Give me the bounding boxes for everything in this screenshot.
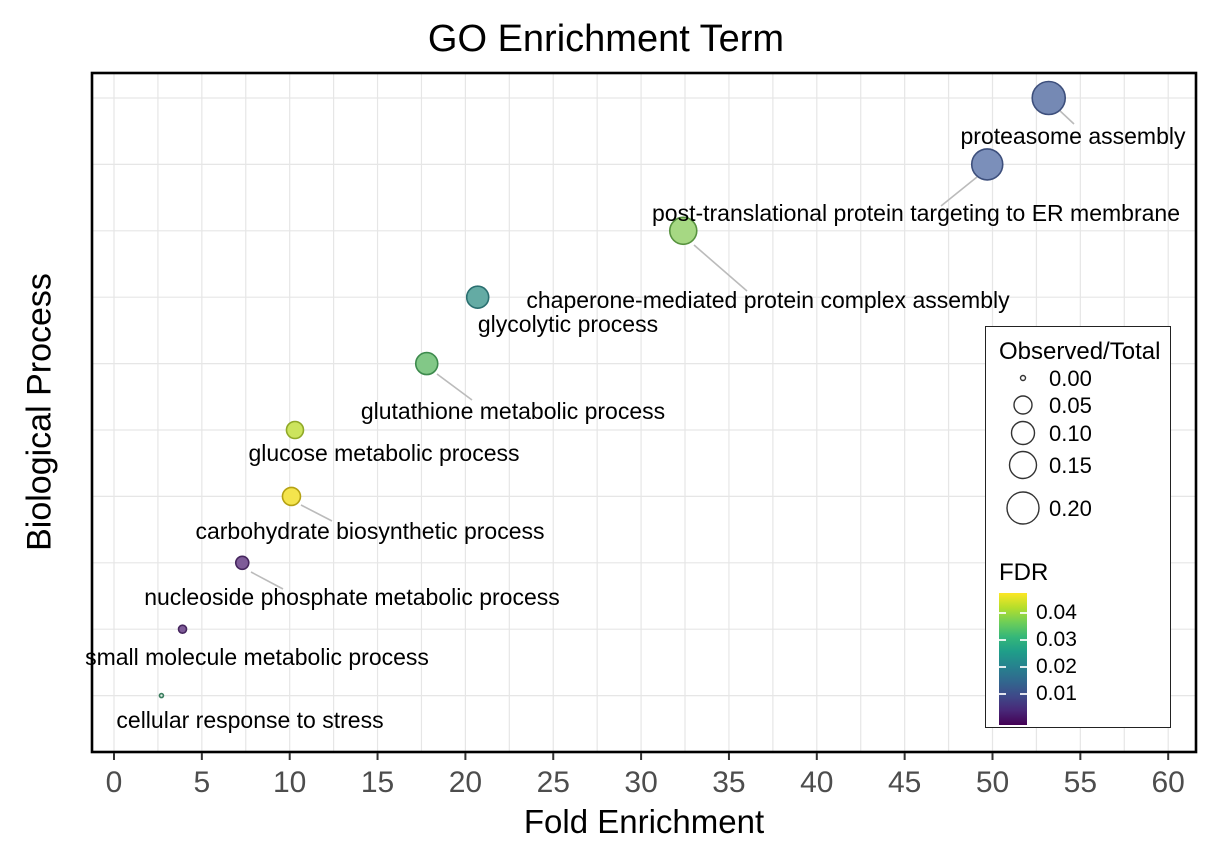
data-point [414, 351, 439, 376]
point-label: cellular response to stress [116, 707, 383, 733]
size-legend-title: Observed/Total [999, 338, 1161, 365]
label-leader-line [300, 504, 333, 522]
x-axis-title: Fold Enrichment [523, 803, 765, 840]
point-label: glucose metabolic process [248, 440, 519, 466]
fdr-tick-label: 0.01 [1036, 682, 1077, 705]
x-tick-label: 15 [361, 766, 394, 799]
fdr-tick-label: 0.02 [1036, 655, 1077, 678]
fdr-tick-mark [1020, 693, 1027, 695]
chart-title: GO Enrichment Term [427, 18, 785, 60]
label-leader-line [250, 571, 284, 590]
point-label: small molecule metabolic process [85, 644, 429, 670]
x-tick-label: 50 [976, 766, 1009, 799]
data-point [281, 486, 302, 507]
legend-size-circle [1010, 420, 1036, 446]
legend-size-circle [1019, 374, 1027, 382]
x-tick-label: 10 [273, 766, 306, 799]
fdr-gradient-bar [999, 593, 1027, 725]
data-point [177, 624, 188, 635]
label-leader-line [693, 244, 748, 292]
point-label: nucleoside phosphate metabolic process [144, 584, 560, 610]
legend-box: 0.00 0.05 0.10 0.15 0.20 Observed/Total FDR … [985, 326, 1171, 728]
label-leader-line [436, 373, 473, 401]
fdr-tick-mark [1020, 666, 1027, 668]
data-point [158, 692, 165, 699]
label-leader-line [1057, 108, 1075, 125]
x-tick-label: 20 [449, 766, 482, 799]
legend-size-circle [1008, 450, 1038, 480]
point-label: proteasome assembly [961, 123, 1186, 149]
fdr-tick-label: 0.03 [1036, 628, 1077, 651]
point-label: glycolytic process [478, 311, 658, 337]
fdr-tick-mark [1020, 612, 1027, 614]
fdr-tick-label: 0.04 [1036, 601, 1077, 624]
fdr-tick-mark [999, 612, 1006, 614]
fdr-tick-mark [999, 639, 1006, 641]
data-point [285, 420, 305, 440]
x-tick-label: 45 [888, 766, 921, 799]
color-legend-title: FDR [999, 559, 1049, 586]
x-tick-label: 60 [1152, 766, 1185, 799]
legend-size-label: 0.00 [1049, 366, 1092, 391]
legend-size-label: 0.05 [1049, 393, 1092, 418]
legend-size-label: 0.20 [1049, 496, 1092, 521]
legend-size-label: 0.10 [1049, 421, 1092, 446]
point-label: carbohydrate biosynthetic process [195, 518, 544, 544]
x-tick-label: 40 [800, 766, 833, 799]
data-point [970, 148, 1004, 181]
legend-size-circle [1013, 395, 1033, 415]
x-tick-label: 55 [1064, 766, 1097, 799]
data-point [1031, 80, 1067, 116]
point-label: glutathione metabolic process [361, 398, 665, 424]
size-legend: 0.000.05 0.10 0.15 0.20 [1006, 366, 1092, 525]
label-leader-line [940, 176, 978, 207]
data-point [234, 555, 250, 571]
x-tick-label: 35 [712, 766, 745, 799]
point-label: post-translational protein targeting to … [652, 200, 1180, 226]
x-tick-label: 0 [106, 766, 123, 799]
x-tick-label: 25 [537, 766, 570, 799]
x-tick-label: 30 [624, 766, 657, 799]
fdr-tick-mark [999, 693, 1006, 695]
fdr-tick-mark [1020, 639, 1027, 641]
x-tick-label: 5 [194, 766, 211, 799]
data-point [465, 285, 490, 310]
fdr-tick-mark [999, 666, 1006, 668]
data-point [668, 216, 698, 246]
legend-size-label: 0.15 [1049, 453, 1092, 478]
panel-border [90, 71, 1198, 754]
point-label: chaperone-mediated protein complex assem… [526, 287, 1010, 313]
legend-size-circle [1006, 491, 1040, 525]
